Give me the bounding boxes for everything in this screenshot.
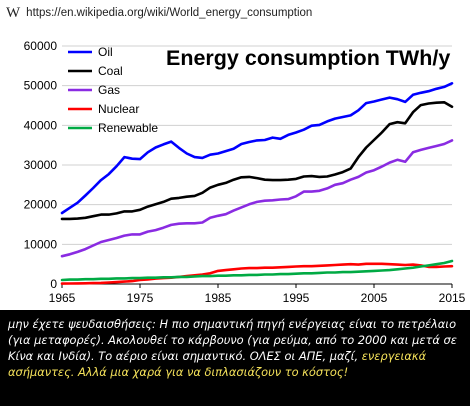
wikipedia-w-icon: W xyxy=(6,4,21,21)
y-tick-label: 40000 xyxy=(24,118,58,132)
x-tick-label: 1965 xyxy=(49,291,76,305)
url-text[interactable]: https://en.wikipedia.org/wiki/World_ener… xyxy=(26,7,313,19)
caption-text: μην έχετε ψευδαισθήσεις: Η πιο σημαντική… xyxy=(0,310,470,406)
y-tick-label: 60000 xyxy=(24,39,58,53)
legend-label-oil: Oil xyxy=(98,45,113,59)
y-tick-label: 10000 xyxy=(24,237,58,251)
caption-white-text: μην έχετε ψευδαισθήσεις: Η πιο σημαντική… xyxy=(8,317,457,363)
y-tick-label: 30000 xyxy=(24,158,58,172)
y-tick-label: 50000 xyxy=(24,79,58,93)
x-tick-label: 1995 xyxy=(283,291,310,305)
energy-chart: 0 10000 20000 30000 40000 50000 60000 1965 1975… xyxy=(0,26,470,310)
grid-lines xyxy=(62,45,452,245)
legend-label-gas: Gas xyxy=(98,83,120,97)
series-lines xyxy=(60,81,454,285)
caption-highlight-text: ενεργειακά ασήμαντες. Αλλά μια χαρά για … xyxy=(8,349,427,379)
y-tick-labels: 0 10000 20000 30000 40000 50000 60000 xyxy=(24,39,58,291)
series-line-oil xyxy=(60,81,454,215)
series-line-nuclear xyxy=(60,262,454,285)
x-tick-label: 2005 xyxy=(361,291,388,305)
chart-title: Energy consumption TWh/y xyxy=(166,46,450,70)
legend-label-renewable: Renewable xyxy=(98,121,158,135)
chart-svg: 0 10000 20000 30000 40000 50000 60000 1965 1975… xyxy=(24,39,466,305)
x-tick-label: 2015 xyxy=(439,291,466,305)
legend-label-nuclear: Nuclear xyxy=(98,102,139,116)
legend: Oil Coal Gas Nuclear Renewable xyxy=(68,45,158,135)
browser-url-bar[interactable]: W https://en.wikipedia.org/wiki/World_en… xyxy=(0,0,470,26)
y-tick-label: 20000 xyxy=(24,198,58,212)
x-tick-labels: 1965 1975 1985 1995 2005 2015 xyxy=(49,291,466,305)
y-tick-label: 0 xyxy=(50,277,57,291)
series-line-gas xyxy=(60,139,454,258)
axes xyxy=(61,283,453,288)
x-tick-label: 1985 xyxy=(205,291,232,305)
series-line-renewable xyxy=(60,259,454,282)
series-line-coal xyxy=(60,101,454,221)
legend-label-coal: Coal xyxy=(98,64,123,78)
x-tick-label: 1975 xyxy=(127,291,154,305)
